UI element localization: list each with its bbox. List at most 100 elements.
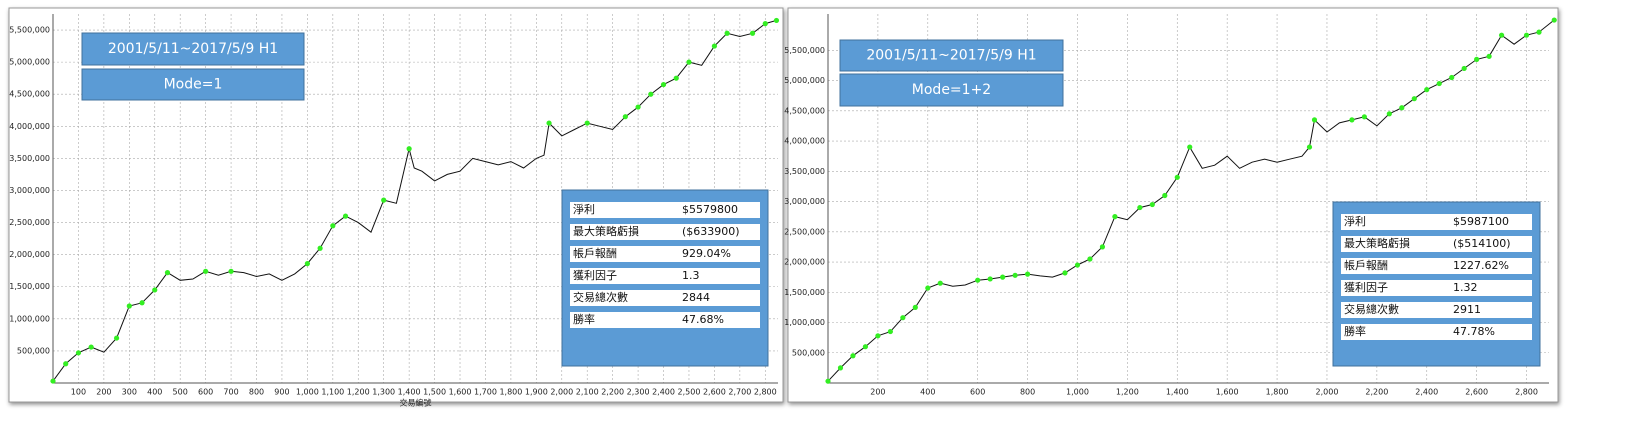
x-tick-label: 1,400 [398,388,421,397]
y-tick-label: 5,000,000 [784,76,825,85]
new-high-marker [773,17,780,24]
new-high-marker [406,146,412,152]
new-high-marker [1536,29,1542,35]
new-high-marker [1187,144,1193,150]
annotation-text: Mode=1 [164,77,223,93]
new-high-marker [673,75,679,81]
new-high-marker [203,268,209,274]
new-high-marker [724,30,730,36]
new-high-marker [862,344,869,350]
new-high-marker [584,120,590,126]
new-high-marker [1012,272,1018,278]
stats-value: 929.04% [682,247,731,260]
x-tick-label: 1,200 [1116,388,1139,397]
x-tick-label: 1,900 [525,388,548,397]
y-tick-label: 1,000,000 [784,318,825,327]
stats-value: $5579800 [682,203,738,216]
new-high-marker [88,344,94,350]
y-tick-label: 2,000,000 [784,258,825,267]
x-tick-label: 600 [198,388,213,397]
stats-label: 勝率 [573,312,595,326]
annotation-box [81,32,305,66]
stats-value: ($514100) [1453,237,1511,250]
x-tick-label: 2,200 [1365,388,1388,397]
new-high-marker [164,270,171,276]
new-high-marker [1311,117,1318,123]
new-high-marker [330,223,336,229]
stats-row [570,246,760,262]
new-high-marker [1486,53,1492,59]
y-tick-label: 500,000 [17,346,50,355]
new-high-marker [1474,56,1480,62]
stats-value: 47.68% [682,313,724,326]
new-high-marker [912,304,918,310]
stats-value: 2911 [1453,303,1481,316]
x-tick-label: 2,400 [1415,388,1438,397]
annotation-box [839,73,1064,107]
stats-row [1341,214,1532,230]
y-tick-label: 5,500,000 [784,46,825,55]
x-tick-label: 300 [122,388,137,397]
new-high-marker [635,104,641,110]
stats-value: 47.78% [1453,325,1495,338]
x-tick-label: 2,800 [754,388,777,397]
x-tick-label: 800 [249,388,264,397]
x-tick-label: 800 [1020,388,1035,397]
new-high-marker [1361,114,1367,120]
new-high-marker [648,91,654,97]
stats-row [570,202,760,218]
new-high-marker [1000,274,1006,280]
y-tick-label: 1,500,000 [784,288,825,297]
y-tick-label: 4,000,000 [784,137,825,146]
x-tick-label: 600 [970,388,985,397]
new-high-marker [925,285,931,291]
stats-value: ($633900) [682,225,740,238]
new-high-marker [1024,271,1031,277]
new-high-marker [622,114,628,120]
stats-label: 淨利 [573,203,595,216]
x-tick-label: 2,100 [576,388,599,397]
annotation-box [839,39,1064,72]
y-tick-label: 3,500,000 [784,167,825,176]
new-high-marker [1306,144,1313,150]
stats-row [1341,236,1532,252]
y-tick-label: 4,500,000 [784,106,825,115]
annotation-text: 2001/5/11~2017/5/9 H1 [866,48,1036,64]
stats-row [570,224,760,240]
stats-row [570,268,760,284]
stats-label: 獲利因子 [573,269,617,282]
annotation-box [81,68,305,101]
y-tick-label: 1,000,000 [9,314,50,323]
x-tick-label: 1,800 [1266,388,1289,397]
new-high-marker [304,261,310,267]
x-tick-label: 100 [71,388,86,397]
new-high-marker [900,315,906,321]
new-high-marker [850,353,856,359]
stats-label: 交易總次數 [573,290,628,304]
new-high-marker [1551,17,1557,23]
new-high-marker [975,277,981,283]
x-tick-label: 400 [147,388,162,397]
x-tick-label: 500 [173,388,188,397]
x-tick-label: 2,000 [550,388,573,397]
y-tick-label: 5,000,000 [9,58,50,67]
x-tick-label: 900 [274,388,289,397]
x-tick-label: 2,500 [678,388,701,397]
new-high-marker [139,300,145,306]
x-tick-label: 2,600 [1465,388,1488,397]
stats-row [570,290,760,306]
new-high-marker [1162,192,1168,199]
stats-label: 帳戶報酬 [1344,258,1388,272]
new-high-marker [825,378,831,384]
x-tick-label: 400 [920,388,935,397]
new-high-marker [1424,87,1430,93]
new-high-marker [1349,117,1355,123]
stats-value: 2844 [682,291,710,304]
stats-row [570,312,760,328]
new-high-marker [762,21,768,27]
new-high-marker [1149,201,1155,208]
stats-value: 1227.62% [1453,259,1509,272]
x-tick-label: 700 [223,388,238,397]
